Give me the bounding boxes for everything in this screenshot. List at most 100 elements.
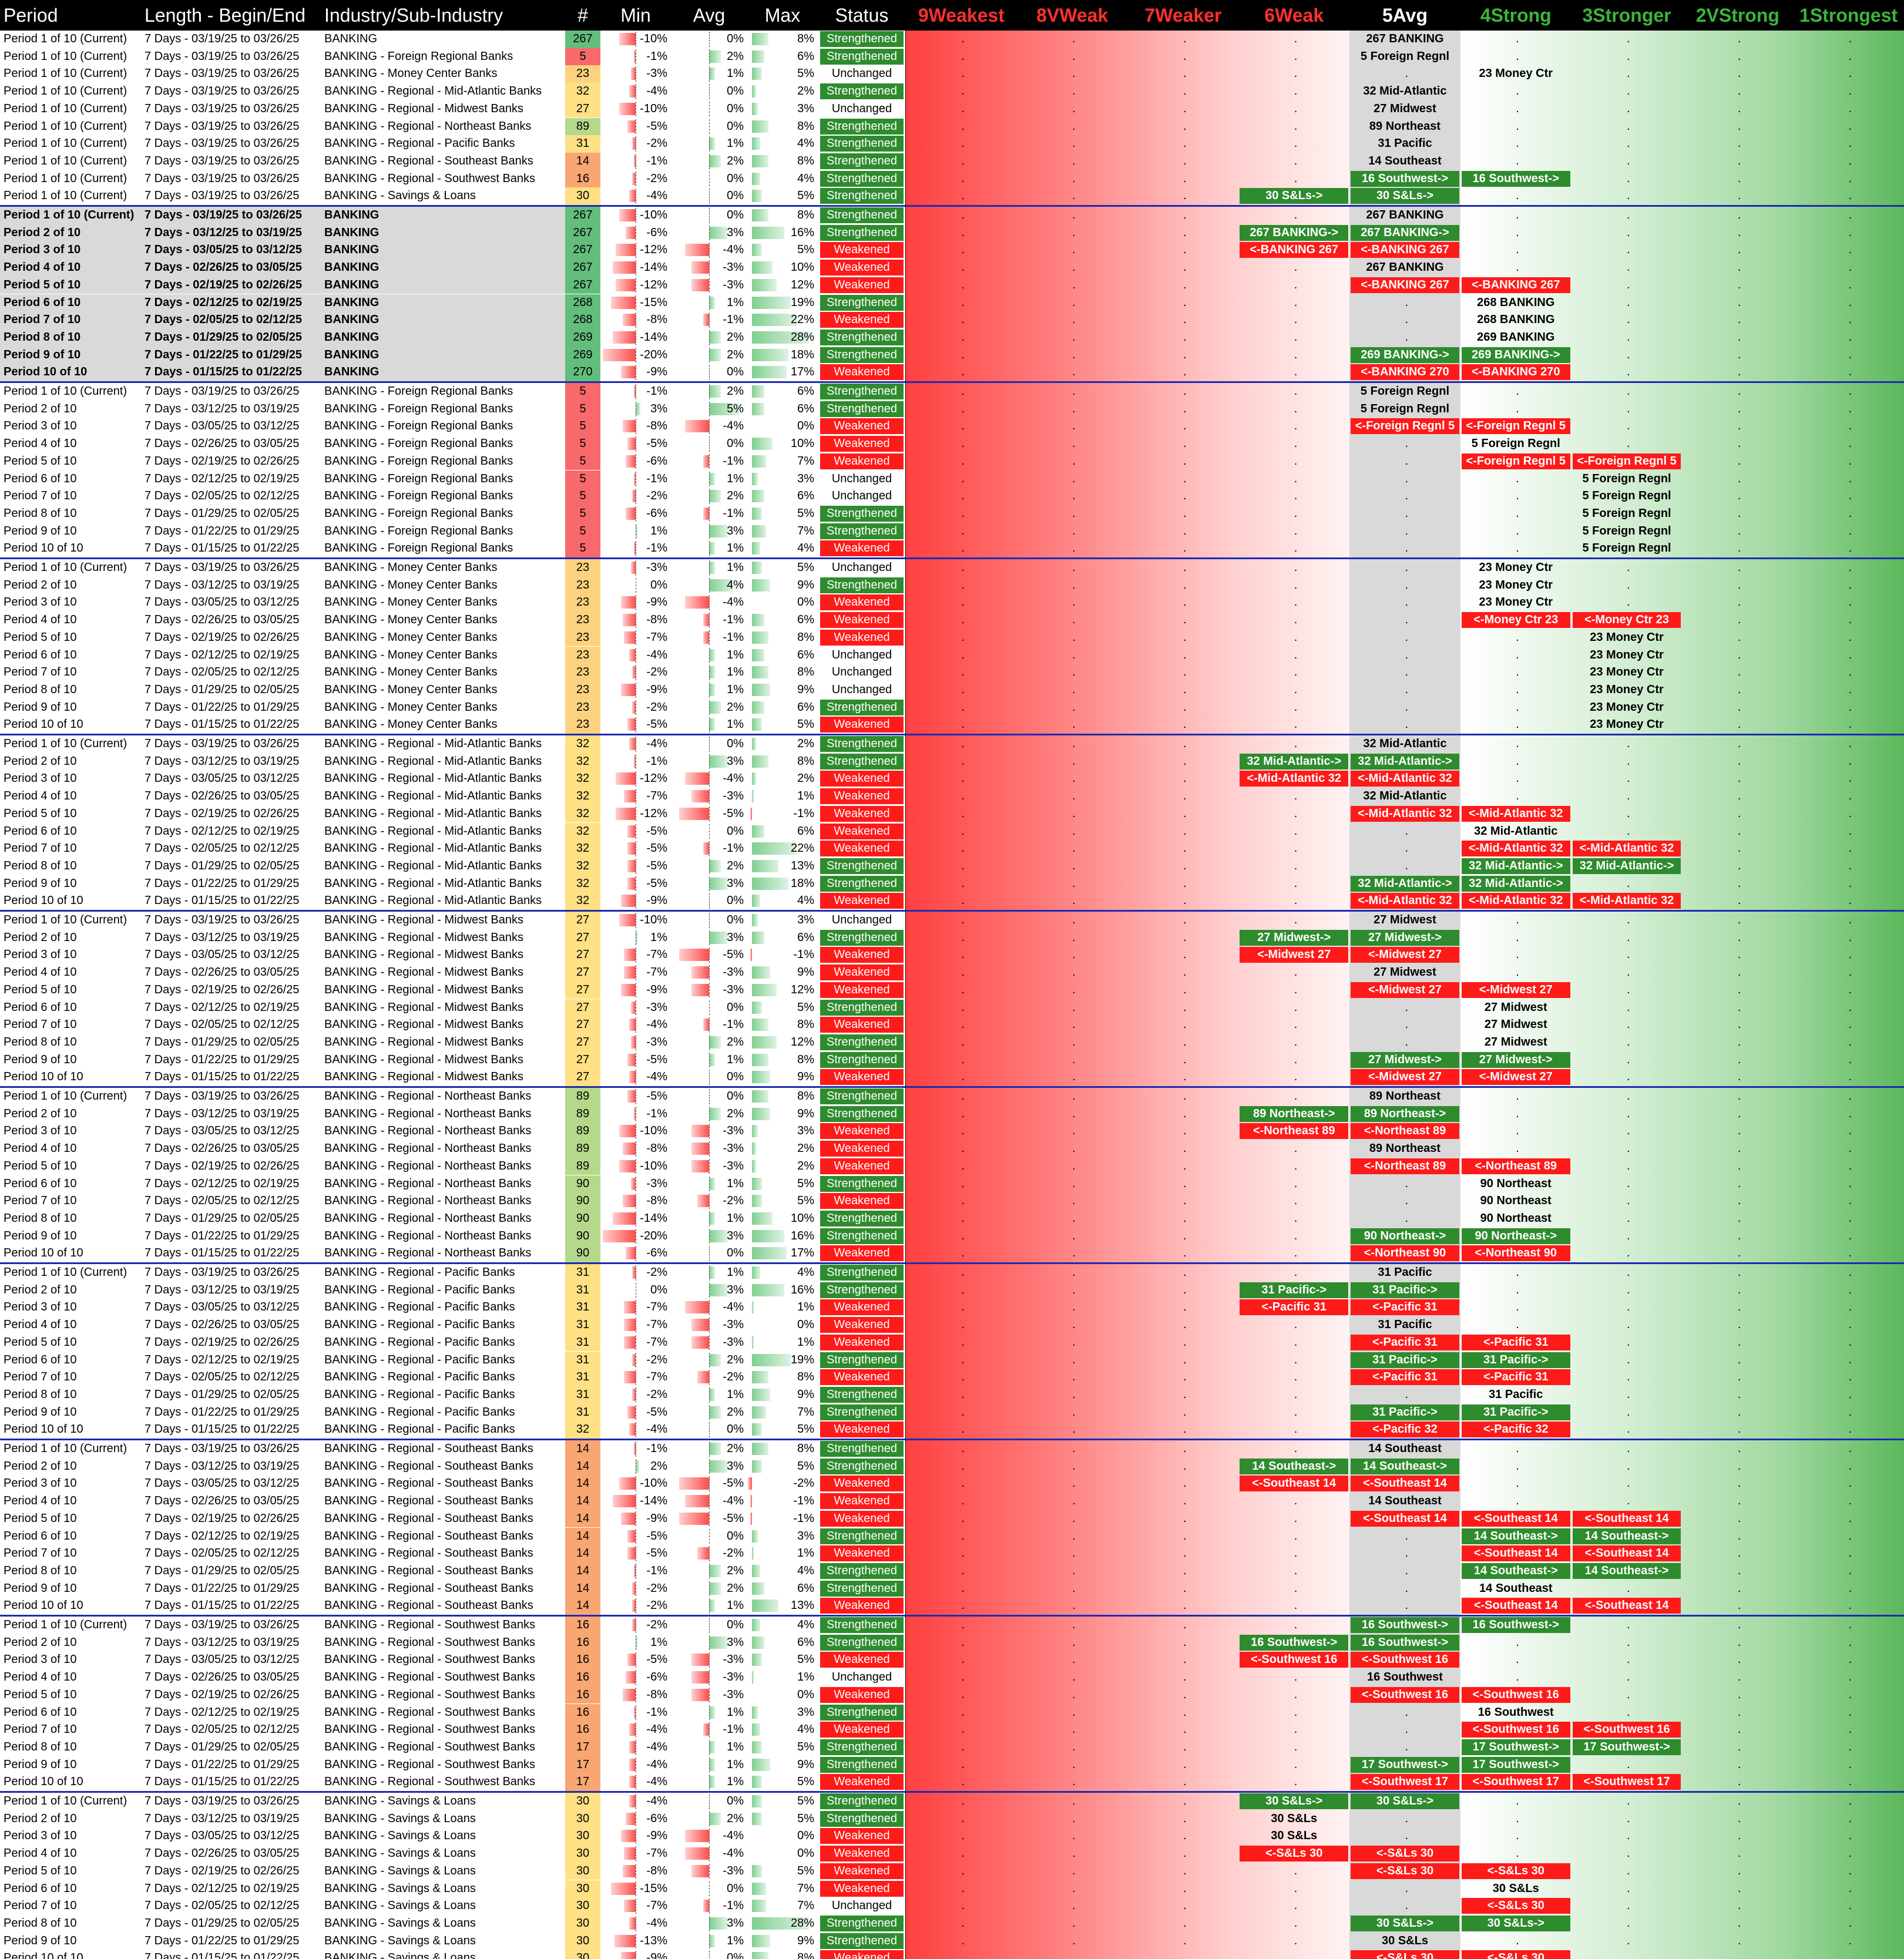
table-row[interactable]: Period 1 of 10 (Current) 7 Days - 03/19/2… bbox=[0, 135, 1904, 153]
header-avg[interactable]: Avg bbox=[693, 5, 726, 26]
table-row[interactable]: Period 3 of 10 7 Days - 03/05/25 to 03/12… bbox=[0, 1475, 1904, 1493]
table-row[interactable]: Period 1 of 10 (Current) 7 Days - 03/19/2… bbox=[0, 1088, 1904, 1105]
table-row[interactable]: Period 5 of 10 7 Days - 02/19/25 to 02/26… bbox=[0, 629, 1904, 647]
header-industry[interactable]: Industry/Sub-Industry bbox=[324, 5, 503, 26]
table-row[interactable]: Period 3 of 10 7 Days - 03/05/25 to 03/12… bbox=[0, 594, 1904, 612]
table-row[interactable]: Period 9 of 10 7 Days - 01/22/25 to 01/29… bbox=[0, 1756, 1904, 1774]
table-row[interactable]: Period 1 of 10 (Current) 7 Days - 03/19/2… bbox=[0, 207, 1904, 224]
table-row[interactable]: Period 7 of 10 7 Days - 02/05/25 to 02/12… bbox=[0, 1721, 1904, 1739]
table-row[interactable]: Period 9 of 10 7 Days - 01/22/25 to 01/29… bbox=[0, 346, 1904, 364]
table-row[interactable]: Period 5 of 10 7 Days - 02/19/25 to 02/26… bbox=[0, 981, 1904, 999]
table-row[interactable]: Period 10 of 10 7 Days - 01/15/25 to 01/2… bbox=[0, 364, 1904, 381]
table-row[interactable]: Period 3 of 10 7 Days - 03/05/25 to 03/12… bbox=[0, 770, 1904, 788]
table-row[interactable]: Period 8 of 10 7 Days - 01/29/25 to 02/05… bbox=[0, 1209, 1904, 1228]
table-row[interactable]: Period 1 of 10 (Current) 7 Days - 03/19/2… bbox=[0, 31, 1904, 48]
table-row[interactable]: Period 3 of 10 7 Days - 03/05/25 to 03/12… bbox=[0, 241, 1904, 260]
table-row[interactable]: Period 8 of 10 7 Days - 01/29/25 to 02/05… bbox=[0, 681, 1904, 699]
table-row[interactable]: Period 1 of 10 (Current) 7 Days - 03/19/2… bbox=[0, 48, 1904, 66]
header-status[interactable]: Status bbox=[835, 5, 889, 26]
table-row[interactable]: Period 4 of 10 7 Days - 02/26/25 to 03/05… bbox=[0, 1493, 1904, 1510]
table-row[interactable]: Period 5 of 10 7 Days - 02/19/25 to 02/26… bbox=[0, 452, 1904, 471]
table-row[interactable]: Period 5 of 10 7 Days - 02/19/25 to 02/26… bbox=[0, 1333, 1904, 1352]
table-row[interactable]: Period 7 of 10 7 Days - 02/05/25 to 02/12… bbox=[0, 1369, 1904, 1386]
table-row[interactable]: Period 4 of 10 7 Days - 02/26/25 to 03/05… bbox=[0, 788, 1904, 805]
table-row[interactable]: Period 2 of 10 7 Days - 03/12/25 to 03/19… bbox=[0, 576, 1904, 594]
table-row[interactable]: Period 7 of 10 7 Days - 02/05/25 to 02/12… bbox=[0, 664, 1904, 681]
table-row[interactable]: Period 3 of 10 7 Days - 03/05/25 to 03/12… bbox=[0, 1827, 1904, 1846]
table-row[interactable]: Period 2 of 10 7 Days - 03/12/25 to 03/19… bbox=[0, 1634, 1904, 1652]
table-row[interactable]: Period 10 of 10 7 Days - 01/15/25 to 01/2… bbox=[0, 1597, 1904, 1615]
header-bucket-1[interactable]: 1Strongest bbox=[1799, 5, 1898, 26]
table-row[interactable]: Period 5 of 10 7 Days - 02/19/25 to 02/26… bbox=[0, 276, 1904, 294]
table-row[interactable]: Period 2 of 10 7 Days - 03/12/25 to 03/19… bbox=[0, 224, 1904, 242]
table-row[interactable]: Period 6 of 10 7 Days - 02/12/25 to 02/19… bbox=[0, 470, 1904, 488]
table-row[interactable]: Period 8 of 10 7 Days - 01/29/25 to 02/05… bbox=[0, 1914, 1904, 1933]
table-row[interactable]: Period 5 of 10 7 Days - 02/19/25 to 02/26… bbox=[0, 1157, 1904, 1175]
table-row[interactable]: Period 3 of 10 7 Days - 03/05/25 to 03/12… bbox=[0, 418, 1904, 436]
table-row[interactable]: Period 9 of 10 7 Days - 01/22/25 to 01/29… bbox=[0, 522, 1904, 540]
table-row[interactable]: Period 5 of 10 7 Days - 02/19/25 to 02/26… bbox=[0, 805, 1904, 823]
table-row[interactable]: Period 2 of 10 7 Days - 03/12/25 to 03/19… bbox=[0, 752, 1904, 771]
table-row[interactable]: Period 4 of 10 7 Days - 02/26/25 to 03/05… bbox=[0, 259, 1904, 277]
table-row[interactable]: Period 9 of 10 7 Days - 01/22/25 to 01/29… bbox=[0, 1227, 1904, 1245]
header-bucket-3[interactable]: 3Stronger bbox=[1582, 5, 1671, 26]
header-min[interactable]: Min bbox=[620, 5, 651, 26]
table-row[interactable]: Period 1 of 10 (Current) 7 Days - 03/19/2… bbox=[0, 559, 1904, 577]
table-row[interactable]: Period 1 of 10 (Current) 7 Days - 03/19/2… bbox=[0, 1264, 1904, 1282]
table-row[interactable]: Period 9 of 10 7 Days - 01/22/25 to 01/29… bbox=[0, 698, 1904, 717]
table-row[interactable]: Period 2 of 10 7 Days - 03/12/25 to 03/19… bbox=[0, 1810, 1904, 1828]
table-row[interactable]: Period 5 of 10 7 Days - 02/19/25 to 02/26… bbox=[0, 1686, 1904, 1704]
table-row[interactable]: Period 5 of 10 7 Days - 02/19/25 to 02/26… bbox=[0, 1862, 1904, 1880]
table-row[interactable]: Period 1 of 10 (Current) 7 Days - 03/19/2… bbox=[0, 1440, 1904, 1458]
table-row[interactable]: Period 4 of 10 7 Days - 02/26/25 to 03/05… bbox=[0, 435, 1904, 453]
table-row[interactable]: Period 1 of 10 (Current) 7 Days - 03/19/2… bbox=[0, 83, 1904, 100]
table-row[interactable]: Period 8 of 10 7 Days - 01/29/25 to 02/05… bbox=[0, 1738, 1904, 1756]
table-row[interactable]: Period 6 of 10 7 Days - 02/12/25 to 02/19… bbox=[0, 1351, 1904, 1369]
table-row[interactable]: Period 4 of 10 7 Days - 02/26/25 to 03/05… bbox=[0, 1845, 1904, 1863]
header-bucket-7[interactable]: 7Weaker bbox=[1144, 5, 1222, 26]
table-row[interactable]: Period 1 of 10 (Current) 7 Days - 03/19/2… bbox=[0, 735, 1904, 753]
table-row[interactable]: Period 10 of 10 7 Days - 01/15/25 to 01/2… bbox=[0, 892, 1904, 910]
table-row[interactable]: Period 9 of 10 7 Days - 01/22/25 to 01/29… bbox=[0, 875, 1904, 893]
table-row[interactable]: Period 7 of 10 7 Days - 02/05/25 to 02/12… bbox=[0, 1545, 1904, 1563]
table-row[interactable]: Period 3 of 10 7 Days - 03/05/25 to 03/12… bbox=[0, 1123, 1904, 1141]
table-row[interactable]: Period 6 of 10 7 Days - 02/12/25 to 02/19… bbox=[0, 1880, 1904, 1898]
header-bucket-8[interactable]: 8VWeak bbox=[1036, 5, 1109, 26]
table-row[interactable]: Period 7 of 10 7 Days - 02/05/25 to 02/12… bbox=[0, 311, 1904, 329]
table-row[interactable]: Period 4 of 10 7 Days - 02/26/25 to 03/05… bbox=[0, 611, 1904, 629]
table-row[interactable]: Period 7 of 10 7 Days - 02/05/25 to 02/12… bbox=[0, 1016, 1904, 1034]
table-row[interactable]: Period 10 of 10 7 Days - 01/15/25 to 01/2… bbox=[0, 1421, 1904, 1439]
table-row[interactable]: Period 4 of 10 7 Days - 02/26/25 to 03/05… bbox=[0, 1140, 1904, 1158]
table-row[interactable]: Period 1 of 10 (Current) 7 Days - 03/19/2… bbox=[0, 912, 1904, 929]
header-period[interactable]: Period bbox=[4, 5, 58, 26]
table-row[interactable]: Period 8 of 10 7 Days - 01/29/25 to 02/05… bbox=[0, 505, 1904, 523]
table-row[interactable]: Period 6 of 10 7 Days - 02/12/25 to 02/19… bbox=[0, 822, 1904, 841]
table-row[interactable]: Period 6 of 10 7 Days - 02/12/25 to 02/19… bbox=[0, 1527, 1904, 1545]
table-row[interactable]: Period 5 of 10 7 Days - 02/19/25 to 02/26… bbox=[0, 1510, 1904, 1528]
table-row[interactable]: Period 1 of 10 (Current) 7 Days - 03/19/2… bbox=[0, 100, 1904, 118]
table-row[interactable]: Period 6 of 10 7 Days - 02/12/25 to 02/19… bbox=[0, 1703, 1904, 1722]
table-row[interactable]: Period 1 of 10 (Current) 7 Days - 03/19/2… bbox=[0, 65, 1904, 83]
table-row[interactable]: Period 6 of 10 7 Days - 02/12/25 to 02/19… bbox=[0, 646, 1904, 664]
table-row[interactable]: Period 7 of 10 7 Days - 02/05/25 to 02/12… bbox=[0, 1192, 1904, 1210]
table-row[interactable]: Period 10 of 10 7 Days - 01/15/25 to 01/2… bbox=[0, 1245, 1904, 1262]
header-length[interactable]: Length - Begin/End bbox=[145, 5, 305, 26]
table-row[interactable]: Period 10 of 10 7 Days - 01/15/25 to 01/2… bbox=[0, 1773, 1904, 1791]
table-row[interactable]: Period 8 of 10 7 Days - 01/29/25 to 02/05… bbox=[0, 857, 1904, 875]
table-row[interactable]: Period 1 of 10 (Current) 7 Days - 03/19/2… bbox=[0, 383, 1904, 401]
table-row[interactable]: Period 1 of 10 (Current) 7 Days - 03/19/2… bbox=[0, 187, 1904, 205]
header-bucket-2[interactable]: 2VStrong bbox=[1695, 5, 1779, 26]
header-bucket-6[interactable]: 6Weak bbox=[1264, 5, 1324, 26]
table-row[interactable]: Period 8 of 10 7 Days - 01/29/25 to 02/05… bbox=[0, 1386, 1904, 1404]
table-row[interactable]: Period 10 of 10 7 Days - 01/15/25 to 01/2… bbox=[0, 1068, 1904, 1086]
table-row[interactable]: Period 7 of 10 7 Days - 02/05/25 to 02/12… bbox=[0, 840, 1904, 858]
table-row[interactable]: Period 3 of 10 7 Days - 03/05/25 to 03/12… bbox=[0, 1299, 1904, 1317]
table-row[interactable]: Period 9 of 10 7 Days - 01/22/25 to 01/29… bbox=[0, 1051, 1904, 1069]
table-row[interactable]: Period 4 of 10 7 Days - 02/26/25 to 03/05… bbox=[0, 1316, 1904, 1334]
table-row[interactable]: Period 2 of 10 7 Days - 03/12/25 to 03/19… bbox=[0, 400, 1904, 418]
table-row[interactable]: Period 1 of 10 (Current) 7 Days - 03/19/2… bbox=[0, 1617, 1904, 1634]
table-row[interactable]: Period 9 of 10 7 Days - 01/22/25 to 01/29… bbox=[0, 1932, 1904, 1950]
table-row[interactable]: Period 2 of 10 7 Days - 03/12/25 to 03/19… bbox=[0, 929, 1904, 947]
table-row[interactable]: Period 6 of 10 7 Days - 02/12/25 to 02/19… bbox=[0, 294, 1904, 312]
table-row[interactable]: Period 2 of 10 7 Days - 03/12/25 to 03/19… bbox=[0, 1281, 1904, 1299]
